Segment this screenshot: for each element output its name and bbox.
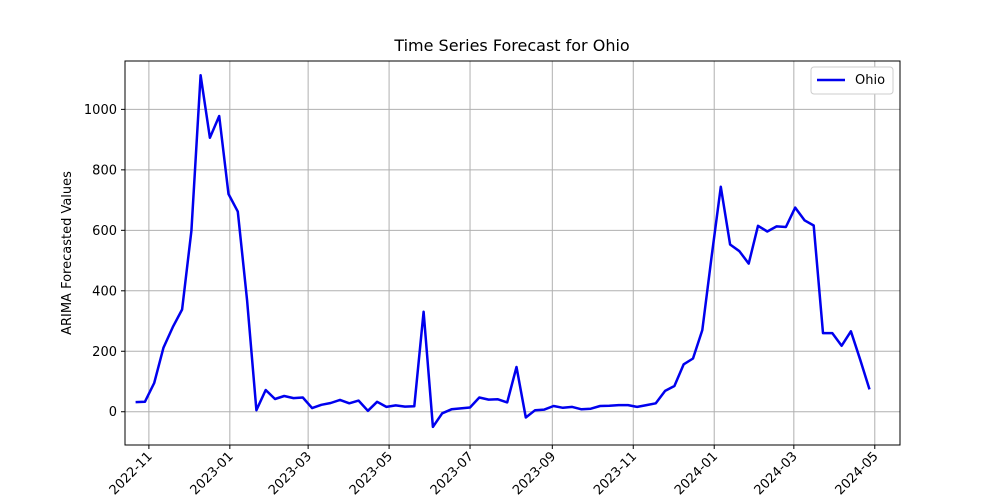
x-tick-label: 2024-05 [833,449,882,498]
x-tick-label: 2023-07 [428,449,477,498]
x-tick-label: 2023-11 [591,449,640,498]
grid-lines [125,61,900,445]
chart-title: Time Series Forecast for Ohio [393,36,629,55]
x-tick-label: 2024-03 [752,449,801,498]
y-tick-label: 200 [92,345,117,360]
series-layer [135,73,871,429]
x-tick-label: 2024-01 [672,449,721,498]
y-axis-ticks: 0 200 400 600 800 1000 [84,103,125,420]
x-tick-label: 2023-01 [188,449,237,498]
x-axis-ticks: 2022-11 2023-01 2023-03 2023-05 2023-07 2023-… [107,445,882,498]
x-tick-label: 2023-09 [510,449,559,498]
x-tick-label: 2023-05 [347,449,396,498]
y-tick-label: 1000 [84,103,117,118]
y-tick-label: 0 [109,405,117,420]
y-axis-label: ARIMA Forecasted Values [60,171,75,335]
y-tick-label: 400 [92,284,117,299]
legend: Ohio [810,66,894,95]
legend-box [810,66,894,95]
y-tick-label: 600 [92,224,117,239]
plot-area-frame [124,60,901,446]
x-tick-label: 2023-03 [266,449,315,498]
x-tick-label: 2022-11 [107,449,156,498]
series-line-ohio [135,73,871,429]
y-tick-label: 800 [92,163,117,178]
legend-label-ohio: Ohio [855,73,885,88]
